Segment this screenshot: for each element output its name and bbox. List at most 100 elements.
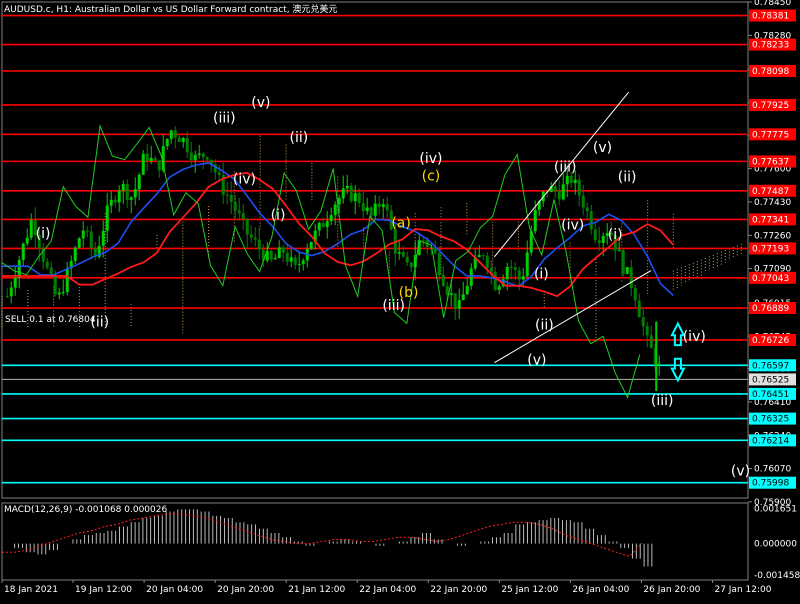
candle-body (457, 300, 461, 309)
wave-label: (ii) (618, 169, 637, 185)
candle-body (605, 232, 609, 236)
price-level-tag (749, 333, 796, 346)
candle-body (589, 211, 593, 230)
candle-body (149, 158, 153, 161)
channel-lower-line (494, 270, 652, 364)
current-price-label: 0.76525 (752, 375, 789, 385)
price-level-label: 0.77925 (752, 101, 789, 111)
time-axis-label: 27 Jan 12:00 (714, 585, 771, 595)
wave-label: (ii) (90, 314, 109, 330)
price-axis-label: 0.76070 (754, 465, 791, 475)
candle-body (493, 271, 497, 290)
candle-body (445, 286, 449, 295)
time-axis-label: 22 Jan 04:00 (359, 585, 416, 595)
candle-body (13, 277, 17, 288)
candle-body (345, 185, 349, 189)
candle-body (281, 247, 285, 253)
candle-body (581, 195, 585, 208)
price-level-tag (749, 38, 796, 51)
candle-body (237, 210, 241, 214)
candle-body (337, 198, 341, 205)
candle-body (201, 153, 205, 158)
price-axis-label: 0.75900 (754, 498, 791, 508)
candle-body (649, 335, 653, 349)
candle-body (293, 257, 297, 265)
candle-body (265, 250, 269, 261)
candle-body (573, 179, 577, 183)
up-arrow-icon (670, 321, 686, 347)
candle-body (261, 249, 265, 261)
candle-body (89, 231, 93, 249)
candle-body (369, 207, 373, 216)
price-axis-label: 0.77090 (754, 265, 791, 275)
candle-body (645, 326, 649, 336)
candle-body (521, 276, 525, 280)
candle-body (557, 191, 561, 200)
candle-body (245, 218, 249, 235)
candle-body (273, 257, 277, 260)
price-axis-label: 0.77430 (754, 198, 791, 208)
wave-label: (v) (527, 353, 546, 369)
tenkan-sen-line (2, 171, 675, 298)
candle-body (533, 210, 537, 232)
price-axis-label: 0.78450 (754, 0, 791, 8)
price-level-tag (749, 271, 796, 284)
candle-body (233, 201, 237, 211)
candle-body (105, 205, 109, 231)
candle-body (381, 204, 385, 208)
candle-body (253, 237, 257, 240)
price-level-label: 0.77775 (752, 130, 789, 140)
candle-body (93, 248, 97, 257)
price-level-label: 0.78381 (752, 12, 789, 22)
candle-body (469, 268, 473, 286)
time-axis-label: 22 Jan 20:00 (430, 585, 487, 595)
candle-body (309, 241, 313, 250)
candle-body (141, 153, 145, 175)
candle-body (269, 250, 273, 260)
price-level-label: 0.76597 (752, 361, 789, 371)
candle-body (537, 201, 541, 211)
candle-body (413, 254, 417, 268)
wave-label: (i) (608, 227, 623, 243)
candle-body (209, 159, 213, 165)
candle-body (33, 220, 37, 236)
price-level-label: 0.76214 (752, 436, 789, 446)
price-level-label: 0.76889 (752, 304, 789, 314)
candle-body (353, 193, 357, 202)
candle-body (481, 255, 485, 257)
wave-label: (i) (271, 208, 286, 224)
wave-label: (iv) (419, 151, 442, 167)
price-level-label: 0.76451 (752, 390, 789, 400)
price-axis-label: 0.77600 (754, 165, 791, 175)
price-axis-label: 0.76410 (754, 398, 791, 408)
candle-body (629, 267, 633, 289)
price-level-tag (749, 242, 796, 255)
candle-body (161, 146, 165, 171)
current-price-tag (749, 373, 796, 386)
price-level-label: 0.77043 (752, 274, 789, 284)
candle-body (585, 207, 589, 212)
chikou-span-line (1, 124, 641, 399)
wave-label: (i) (534, 266, 549, 282)
candle-body (417, 240, 421, 255)
candle-body (517, 270, 521, 280)
candle-body (601, 235, 605, 243)
wave-label: (ii) (290, 130, 309, 146)
price-axis-label: 0.77260 (754, 231, 791, 241)
candle-body (461, 294, 465, 301)
candle-body (45, 261, 49, 268)
time-axis-label: 18 Jan 2021 (4, 585, 58, 595)
wave-label: (v) (731, 463, 750, 479)
price-level-label: 0.77487 (752, 187, 789, 197)
wave-label: (v) (593, 140, 612, 156)
price-level-tag (749, 184, 796, 197)
candle-body (41, 248, 45, 262)
macd-signal-line (2, 513, 643, 558)
candle-body (529, 231, 533, 253)
price-level-tag (749, 9, 796, 22)
candle-body (377, 203, 381, 208)
price-level-tag (749, 476, 796, 489)
